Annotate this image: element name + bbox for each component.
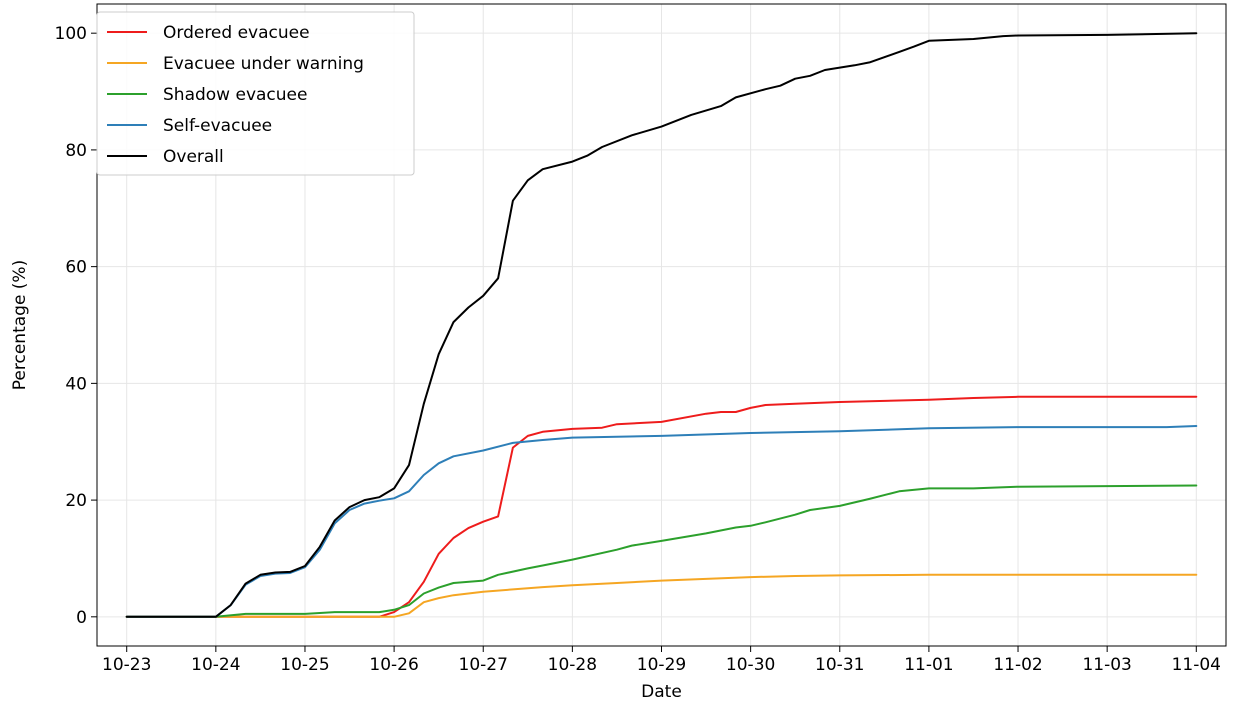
x-tick-label: 10-26 xyxy=(369,655,418,675)
legend-label: Self-evacuee xyxy=(163,116,272,136)
series-line-shadow-evacuee xyxy=(125,484,1198,618)
x-tick-label: 10-30 xyxy=(726,655,775,675)
series-line-evacuee-under-warning xyxy=(125,573,1198,618)
legend-label: Overall xyxy=(163,147,224,167)
y-tick-label: 0 xyxy=(76,608,87,628)
x-tick-label: 10-27 xyxy=(459,655,508,675)
x-axis-label: Date xyxy=(641,682,682,702)
legend: Ordered evacuee Evacuee under warning Shad… xyxy=(96,11,415,176)
series-line-ordered-evacuee xyxy=(125,395,1198,618)
x-tick-label: 11-03 xyxy=(1082,655,1131,675)
series-line-overall xyxy=(125,32,1198,618)
x-axis-ticks: 10-23 10-24 10-25 10-26 10-27 10-28 10-29 10-30… xyxy=(102,646,1221,675)
legend-label: Evacuee under warning xyxy=(163,54,364,74)
y-axis-label: Percentage (%) xyxy=(10,260,30,390)
legend-label: Ordered evacuee xyxy=(163,23,310,43)
x-tick-label: 10-25 xyxy=(280,655,329,675)
y-tick-label: 40 xyxy=(65,374,87,394)
x-tick-label: 11-04 xyxy=(1172,655,1221,675)
x-tick-label: 10-24 xyxy=(191,655,240,675)
x-tick-label: 10-23 xyxy=(102,655,151,675)
legend-label: Shadow evacuee xyxy=(163,85,307,105)
y-tick-label: 20 xyxy=(65,491,87,511)
x-tick-label: 10-28 xyxy=(548,655,597,675)
y-tick-label: 60 xyxy=(65,258,87,278)
y-tick-label: 80 xyxy=(65,141,87,161)
series-line-self-evacuee xyxy=(125,425,1198,618)
series-lines xyxy=(125,32,1198,618)
x-tick-label: 11-02 xyxy=(993,655,1042,675)
x-tick-label: 10-31 xyxy=(815,655,864,675)
legend-box xyxy=(96,11,415,176)
y-axis-ticks: 0 20 40 60 80 100 xyxy=(55,24,97,628)
y-tick-label: 100 xyxy=(55,24,87,44)
x-tick-label: 11-01 xyxy=(904,655,953,675)
x-tick-label: 10-29 xyxy=(637,655,686,675)
